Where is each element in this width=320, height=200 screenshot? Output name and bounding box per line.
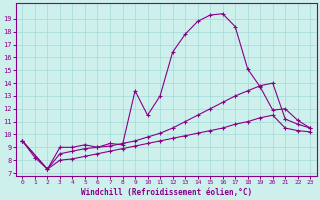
X-axis label: Windchill (Refroidissement éolien,°C): Windchill (Refroidissement éolien,°C) xyxy=(81,188,252,197)
